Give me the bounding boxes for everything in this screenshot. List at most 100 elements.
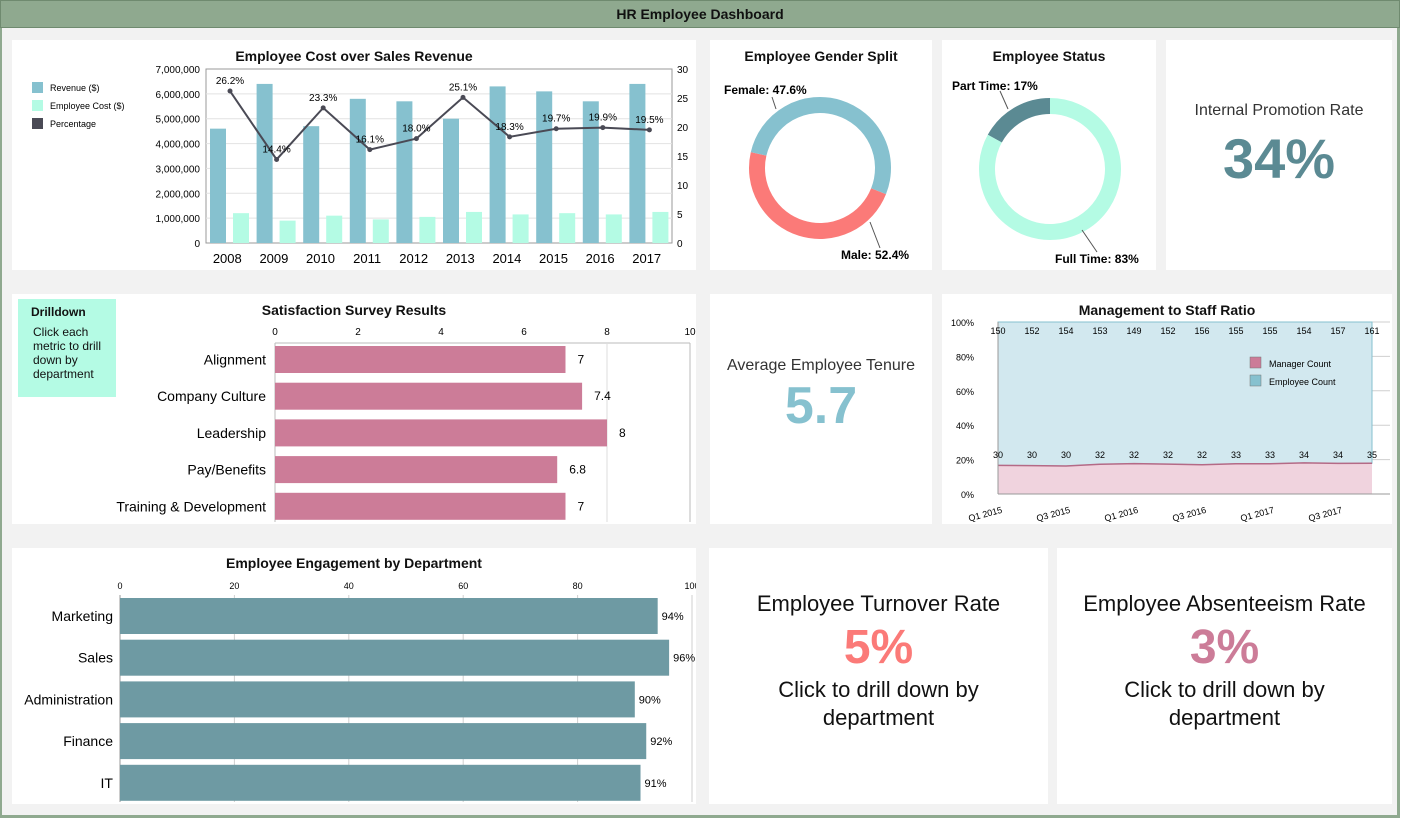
full-time-leader-line bbox=[1081, 229, 1098, 253]
revenue-bar bbox=[256, 83, 273, 243]
ratio-y-tick: 0% bbox=[961, 490, 974, 500]
percentage-label: 19.5% bbox=[635, 115, 663, 126]
ratio-title: Management to Staff Ratio bbox=[1078, 302, 1256, 318]
status-title: Employee Status bbox=[992, 48, 1106, 64]
cost-y-tick: 4,000,000 bbox=[156, 140, 201, 151]
absenteeism-drill-text[interactable]: Click to drill down by department bbox=[1124, 677, 1325, 730]
employee-count-label: 155 bbox=[1228, 326, 1243, 336]
status-donut-chart[interactable]: Part Time: 17% Full Time: 83% bbox=[942, 40, 1156, 270]
survey-value-label: 6.8 bbox=[569, 463, 586, 477]
ratio-chart[interactable]: 100% 80% 60% 40% 20% 0% 150 30 152 30 154 30 153 32 14… bbox=[942, 294, 1392, 524]
employee-count-label: 154 bbox=[1296, 326, 1311, 336]
engagement-category-label: Marketing bbox=[52, 608, 113, 624]
cost-y-tick: 1,000,000 bbox=[156, 214, 201, 225]
manager-count-label: 34 bbox=[1299, 450, 1309, 460]
ratio-x-tick: Q3 2016 bbox=[1171, 505, 1207, 524]
promotion-value: 34% bbox=[1222, 127, 1336, 190]
survey-value-label: 7 bbox=[578, 353, 585, 367]
cost-x-tick: 2015 bbox=[539, 251, 568, 266]
employee-count-label: 154 bbox=[1058, 326, 1073, 336]
cost-x-tick: 2012 bbox=[399, 251, 428, 266]
engagement-category-label: Administration bbox=[24, 691, 113, 707]
percentage-point bbox=[320, 105, 326, 111]
part-time-label: Part Time: 17% bbox=[952, 79, 1038, 93]
employee-cost-bar bbox=[652, 211, 669, 243]
survey-bar bbox=[275, 456, 558, 484]
manager-count-line bbox=[997, 462, 1373, 467]
cost-y2-tick: 5 bbox=[677, 210, 683, 221]
cost-legend-label: Percentage bbox=[50, 119, 96, 129]
promotion-panel[interactable]: Internal Promotion Rate 34% bbox=[1166, 40, 1392, 270]
drilldown-title: Drilldown bbox=[31, 305, 86, 319]
drilldown-text: Click each metric to drill down by depar… bbox=[33, 325, 102, 381]
engagement-x-tick: 100 bbox=[684, 581, 696, 591]
status-panel: Employee Status Part Time: 17% Full Time… bbox=[942, 40, 1156, 270]
employee-cost-bar bbox=[233, 213, 249, 243]
engagement-bar bbox=[120, 723, 647, 760]
window-titlebar: HR Employee Dashboard bbox=[0, 0, 1400, 28]
survey-value-label: 7.4 bbox=[594, 389, 611, 403]
cost-chart[interactable]: 7,000,000 6,000,000 5,000,000 4,000,000 3,00… bbox=[12, 40, 696, 270]
ratio-y-tick: 40% bbox=[956, 421, 974, 431]
engagement-x-tick: 40 bbox=[344, 581, 354, 591]
employee-count-area bbox=[997, 321, 1373, 467]
manager-count-label: 32 bbox=[1095, 450, 1105, 460]
cost-y2-tick: 10 bbox=[677, 181, 689, 192]
turnover-drill-text[interactable]: Click to drill down by department bbox=[778, 677, 979, 730]
revenue-bar bbox=[303, 126, 320, 243]
percentage-label: 16.1% bbox=[356, 135, 384, 146]
cost-chart-title: Employee Cost over Sales Revenue bbox=[235, 48, 473, 64]
cost-y2-tick: 30 bbox=[677, 65, 689, 76]
survey-panel: Drilldown Click each metric to drill dow… bbox=[12, 294, 696, 524]
survey-category-label: Training & Development bbox=[116, 498, 266, 514]
absenteeism-panel[interactable]: Employee Absenteeism Rate 3% Click to dr… bbox=[1057, 548, 1392, 804]
revenue-bar bbox=[349, 98, 366, 243]
percentage-label: 26.2% bbox=[216, 76, 244, 87]
turnover-panel[interactable]: Employee Turnover Rate 5% Click to drill… bbox=[709, 548, 1048, 804]
gender-donut-chart[interactable]: Female: 47.6% Male: 52.4% bbox=[710, 40, 932, 270]
cost-y2-tick: 20 bbox=[677, 123, 689, 134]
engagement-chart[interactable]: 0 20 40 60 80 100 Marketing 94% Sales 96% Administ… bbox=[12, 548, 696, 804]
revenue-bar bbox=[582, 101, 599, 243]
engagement-bar bbox=[120, 681, 635, 718]
manager-count-label: 30 bbox=[1027, 450, 1037, 460]
ratio-legend-label: Manager Count bbox=[1269, 359, 1332, 369]
male-label: Male: 52.4% bbox=[841, 248, 909, 262]
survey-chart[interactable]: 0 2 4 6 8 10 Alignment 7 Company Culture 7.4 Leade… bbox=[12, 294, 696, 524]
part-time-slice bbox=[987, 98, 1051, 143]
full-time-slice bbox=[979, 98, 1121, 240]
absenteeism-label: Employee Absenteeism Rate bbox=[1083, 591, 1366, 616]
engagement-x-tick: 80 bbox=[573, 581, 583, 591]
female-label: Female: 47.6% bbox=[724, 83, 807, 97]
cost-y-tick: 2,000,000 bbox=[156, 189, 201, 200]
survey-x-tick: 2 bbox=[355, 327, 361, 338]
manager-count-label: 30 bbox=[1061, 450, 1071, 460]
revenue-swatch bbox=[32, 82, 43, 93]
manager-count-area bbox=[998, 462, 1372, 494]
turnover-value: 5% bbox=[843, 621, 914, 674]
female-leader-line bbox=[771, 96, 777, 110]
cost-chart-panel: Employee Cost over Sales Revenue 7,000,0… bbox=[12, 40, 696, 270]
turnover-label: Employee Turnover Rate bbox=[756, 591, 1001, 616]
manager-count-label: 32 bbox=[1163, 450, 1173, 460]
employee-cost-bar bbox=[559, 213, 576, 243]
employee-count-label: 156 bbox=[1194, 326, 1209, 336]
survey-value-label: 7 bbox=[578, 499, 585, 513]
manager-count-label: 32 bbox=[1129, 450, 1139, 460]
revenue-bar bbox=[489, 86, 506, 244]
survey-category-label: Alignment bbox=[204, 352, 266, 368]
percentage-label: 14.4% bbox=[262, 144, 290, 155]
ratio-panel: Management to Staff Ratio 100% 80% 60% 40% 2… bbox=[942, 294, 1392, 524]
engagement-x-tick: 20 bbox=[229, 581, 239, 591]
tenure-panel[interactable]: Average Employee Tenure 5.7 bbox=[710, 294, 932, 524]
ratio-x-tick: Q3 2015 bbox=[1035, 505, 1071, 524]
revenue-bar bbox=[210, 128, 226, 243]
ratio-y-tick: 80% bbox=[956, 352, 974, 362]
percentage-point bbox=[646, 127, 652, 133]
manager-count-label: 34 bbox=[1333, 450, 1343, 460]
ratio-x-tick: Q1 2015 bbox=[967, 505, 1003, 524]
survey-x-tick: 8 bbox=[604, 327, 610, 338]
cost-x-tick: 2010 bbox=[306, 251, 335, 266]
percentage-point bbox=[367, 147, 373, 153]
percentage-label: 25.1% bbox=[449, 82, 477, 93]
